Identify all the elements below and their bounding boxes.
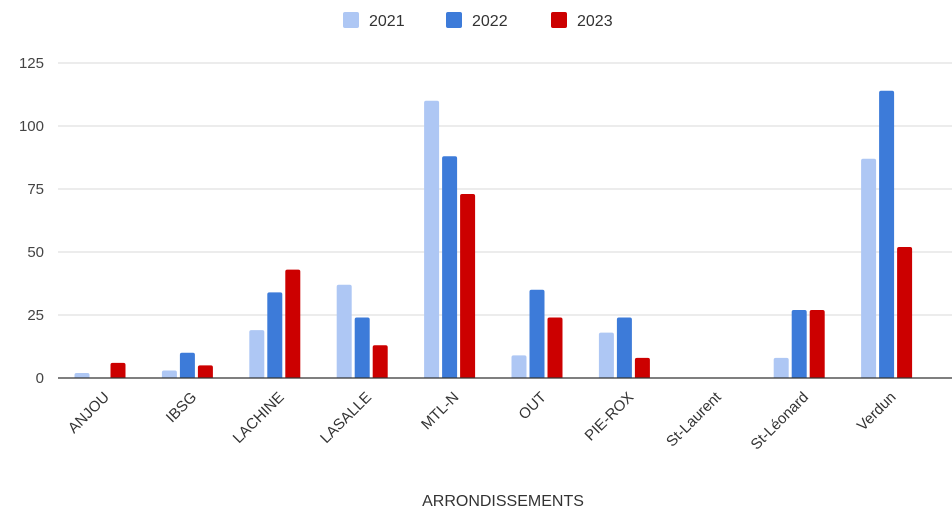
- bar-2023-Verdun[interactable]: [897, 246, 913, 378]
- x-axis-title: ARRONDISSEMENTS: [422, 493, 584, 510]
- bar-2023-St-Léonard[interactable]: [809, 309, 825, 378]
- y-tick-label: 0: [36, 370, 44, 387]
- x-category-label: IBSG: [163, 389, 200, 426]
- bar-2021-ANJOU[interactable]: [74, 372, 90, 378]
- bar-2023-OUT[interactable]: [547, 317, 563, 378]
- bar-2022-St-Léonard[interactable]: [791, 309, 807, 378]
- bar-2022-LACHINE[interactable]: [267, 292, 283, 378]
- bar-2023-LACHINE[interactable]: [285, 269, 301, 378]
- bar-2021-St-Léonard[interactable]: [773, 357, 789, 378]
- x-axis-category-labels: ANJOU IBSG LACHINE LASALLE MTL-N OUT PIE-ROX St…: [65, 388, 900, 453]
- bars: [74, 90, 913, 379]
- bar-2023-ANJOU[interactable]: [110, 362, 126, 378]
- y-tick-label: 50: [27, 244, 44, 261]
- bar-2022-IBSG[interactable]: [179, 352, 195, 378]
- y-axis-tick-labels: 0 25 50 75 100 125: [19, 55, 44, 387]
- bar-2023-LASALLE[interactable]: [372, 345, 388, 378]
- bar-2021-MTL-N[interactable]: [424, 100, 440, 379]
- bar-2021-LASALLE[interactable]: [336, 284, 352, 378]
- legend-swatch-2021: [343, 12, 359, 28]
- x-category-label: LACHINE: [230, 389, 288, 447]
- bar-2022-OUT[interactable]: [529, 289, 545, 378]
- y-tick-label: 25: [27, 307, 44, 324]
- y-tick-label: 75: [27, 181, 44, 198]
- bar-2021-IBSG[interactable]: [161, 370, 177, 378]
- y-tick-label: 100: [19, 118, 44, 135]
- x-category-label: OUT: [515, 389, 549, 423]
- legend-swatch-2023: [551, 12, 567, 28]
- legend[interactable]: 2021 2022 2023: [343, 12, 613, 30]
- bar-2023-IBSG[interactable]: [197, 365, 213, 378]
- legend-label[interactable]: 2021: [369, 13, 405, 30]
- legend-swatch-2022: [446, 12, 462, 28]
- bar-2022-LASALLE[interactable]: [354, 317, 370, 378]
- x-category-label: PIE-ROX: [582, 389, 638, 445]
- bar-2022-PIE-ROX[interactable]: [616, 317, 632, 378]
- gridlines: [58, 62, 952, 316]
- x-category-label: ANJOU: [65, 389, 113, 437]
- x-category-label: Verdun: [854, 389, 900, 435]
- bar-2021-Verdun[interactable]: [861, 158, 877, 378]
- bar-2021-LACHINE[interactable]: [249, 330, 265, 378]
- x-category-label: St-Laurent: [663, 388, 725, 450]
- bar-2023-MTL-N[interactable]: [460, 194, 476, 378]
- legend-label[interactable]: 2023: [577, 13, 613, 30]
- x-category-label: MTL-N: [418, 389, 462, 433]
- bar-2021-PIE-ROX[interactable]: [598, 332, 614, 378]
- x-category-label: LASALLE: [317, 389, 375, 447]
- legend-label[interactable]: 2022: [472, 13, 508, 30]
- bar-2022-Verdun[interactable]: [879, 90, 895, 378]
- bar-2022-MTL-N[interactable]: [442, 156, 458, 378]
- bar-2023-PIE-ROX[interactable]: [634, 357, 650, 378]
- bar-2021-OUT[interactable]: [511, 355, 527, 378]
- x-category-label: St-Léonard: [748, 389, 813, 454]
- y-tick-label: 125: [19, 55, 44, 72]
